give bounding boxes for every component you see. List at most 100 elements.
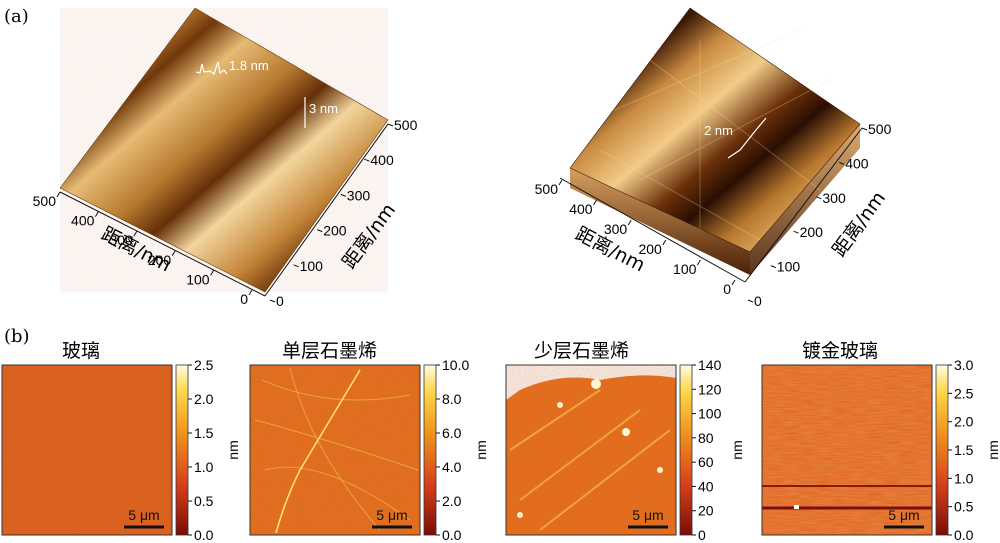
- afm-map-few-layer-graphene: [505, 364, 677, 536]
- tick-label: 0: [240, 291, 248, 307]
- annotation-height: 3 nm: [309, 101, 338, 116]
- colorbar-unit: nm: [729, 440, 745, 459]
- map-title: 玻璃: [62, 340, 100, 362]
- map-title: 少层石墨烯: [534, 340, 629, 362]
- tick-label: 300: [347, 187, 371, 203]
- tick-label: 200: [323, 223, 347, 239]
- colorbar-tick-label: 8.0: [442, 391, 462, 407]
- axis-tick: [210, 270, 215, 276]
- colorbar-tick-label: 3.0: [954, 357, 974, 373]
- axis-tick: [662, 239, 667, 246]
- axis-tick: [248, 289, 253, 296]
- profile-trace-icon: [727, 117, 767, 159]
- tick-label: 200: [148, 252, 172, 268]
- colorbar-tick-label: 2.0: [194, 391, 214, 407]
- axis-tick: [861, 127, 868, 131]
- axis-left-y: 0 100 200 300 400 500: [264, 117, 418, 309]
- tick-label: 400: [845, 155, 869, 171]
- panel-a-label: (a): [4, 6, 29, 27]
- colorbar-tick-label: 100: [698, 406, 722, 422]
- scale-bar-label: 5 μm: [376, 507, 407, 523]
- colorbar-tick-label: 40: [698, 478, 714, 494]
- afm-map-gold-glass: [761, 364, 933, 536]
- axis-tick: [593, 199, 598, 206]
- annotation-height: 1.8 nm: [229, 58, 269, 73]
- axis-tick: [340, 193, 346, 197]
- axis-right-y: 0 100 200 300 400 500: [744, 121, 892, 309]
- colorbar: [935, 364, 949, 536]
- axis-tick: [56, 191, 61, 198]
- map-title: 镀金玻璃: [802, 340, 878, 362]
- tick-label: 500: [868, 121, 892, 137]
- axis-tick: [747, 299, 754, 303]
- map-title: 单层石墨烯: [282, 340, 377, 362]
- axis-tick: [793, 230, 799, 234]
- colorbar-unit: nm: [473, 440, 489, 459]
- colorbar-tick-label: 0.0: [442, 527, 462, 543]
- colorbar-tick-label: 1.5: [954, 442, 974, 458]
- colorbar-tick-label: 120: [698, 381, 722, 397]
- tick-label: 100: [673, 261, 697, 277]
- colorbar-tick-label: 20: [698, 503, 714, 519]
- tick-label: 400: [569, 201, 593, 217]
- tick-label: 400: [370, 152, 394, 168]
- colorbar-tick-label: 10.0: [442, 357, 469, 373]
- axis-tick: [317, 229, 323, 233]
- afm-map-monolayer-graphene: [249, 364, 421, 536]
- tick-label: 100: [300, 258, 324, 274]
- axis-tick: [133, 230, 138, 237]
- axis-tick: [171, 250, 176, 257]
- axis-tick: [269, 299, 276, 303]
- tick-label: 0: [276, 293, 284, 309]
- tick-label: 0: [754, 293, 762, 309]
- afm-3d-surface-left: [59, 7, 389, 293]
- colorbar: [175, 364, 189, 536]
- colorbar-tick-label: 4.0: [442, 459, 462, 475]
- colorbar-tick-label: 0.0: [954, 527, 974, 543]
- axis-tick: [94, 211, 99, 217]
- annotation-height: 2 nm: [704, 123, 733, 138]
- afm-3d-surface-right: [569, 7, 861, 275]
- scale-bar-label: 5 μm: [128, 507, 159, 523]
- colorbar-unit: nm: [225, 440, 241, 459]
- tick-label: 300: [822, 190, 846, 206]
- tick-label: 0: [723, 281, 731, 297]
- colorbar-tick-label: 2.5: [954, 385, 974, 401]
- axis-tick: [839, 161, 845, 165]
- colorbar-tick-label: 1.0: [194, 459, 214, 475]
- axis-label-y: 距离/nm: [338, 199, 400, 273]
- axis-tick: [364, 158, 370, 162]
- colorbar-tick-label: 140: [698, 357, 722, 373]
- tick-label: 200: [638, 241, 662, 257]
- tick-label: 200: [800, 224, 824, 240]
- axis-tick: [770, 265, 776, 269]
- tick-label: 300: [109, 232, 133, 248]
- tick-label: 300: [604, 221, 628, 237]
- colorbar-tick-label: 1.5: [194, 425, 214, 441]
- tick-label: 100: [777, 259, 801, 275]
- tick-label: 500: [535, 181, 559, 197]
- tick-label: 500: [33, 193, 57, 209]
- colorbar-tick-label: 2.5: [194, 357, 214, 373]
- scale-bar-label: 5 μm: [632, 507, 663, 523]
- colorbar-unit: nm: [985, 440, 1000, 459]
- colorbar-tick-label: 2.0: [954, 414, 974, 430]
- colorbar: [423, 364, 437, 536]
- tick-label: 400: [71, 213, 95, 229]
- colorbar-tick-label: 0.5: [954, 499, 974, 515]
- colorbar-tick-label: 1.0: [954, 470, 974, 486]
- scale-bar-label: 5 μm: [888, 507, 919, 523]
- colorbar-tick-label: 2.0: [442, 493, 462, 509]
- axis-right-x: 500 400 300 200 100 0: [535, 177, 746, 297]
- colorbar: [679, 364, 693, 536]
- axis-tick: [696, 259, 701, 266]
- axis-tick: [816, 196, 822, 200]
- colorbar-tick-label: 6.0: [442, 425, 462, 441]
- axis-tick: [387, 123, 394, 127]
- colorbar-tick-label: 0.5: [194, 493, 214, 509]
- axis-tick: [627, 219, 632, 226]
- colorbar-tick-label: 0: [698, 527, 706, 543]
- tick-label: 100: [186, 271, 210, 287]
- panel-b-label: (b): [4, 326, 30, 347]
